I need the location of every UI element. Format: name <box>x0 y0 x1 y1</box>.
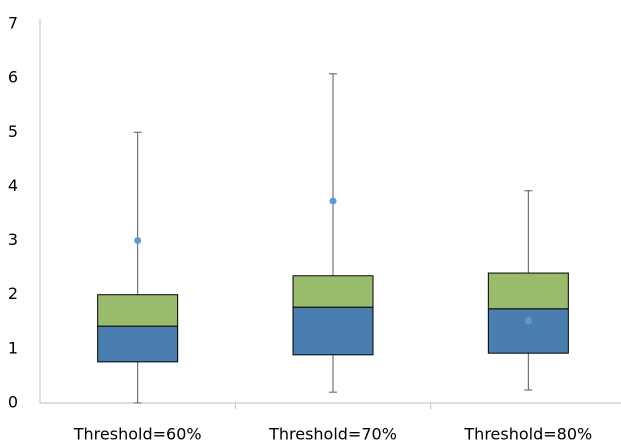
mean-dot <box>134 237 142 245</box>
x-tick-label: Threshold=80% <box>463 425 592 443</box>
box-lower <box>487 308 569 354</box>
mean-dot <box>524 317 532 325</box>
x-tick-label: Threshold=70% <box>268 425 397 443</box>
y-tick-label: 3 <box>8 230 18 249</box>
x-tick-label: Threshold=60% <box>73 425 202 443</box>
y-tick-label: 2 <box>8 284 18 303</box>
y-tick-label: 1 <box>8 338 18 357</box>
y-tick-label: 7 <box>8 14 18 33</box>
box-lower <box>292 306 374 356</box>
box-lower <box>97 325 179 363</box>
y-tick-label: 5 <box>8 122 18 141</box>
y-tick-label: 6 <box>8 68 18 87</box>
mean-dot <box>329 197 337 205</box>
box-upper <box>97 294 179 327</box>
box-upper <box>292 275 374 308</box>
y-tick-label: 4 <box>8 176 18 195</box>
y-tick-label: 0 <box>8 393 18 412</box>
box-upper <box>487 272 569 310</box>
